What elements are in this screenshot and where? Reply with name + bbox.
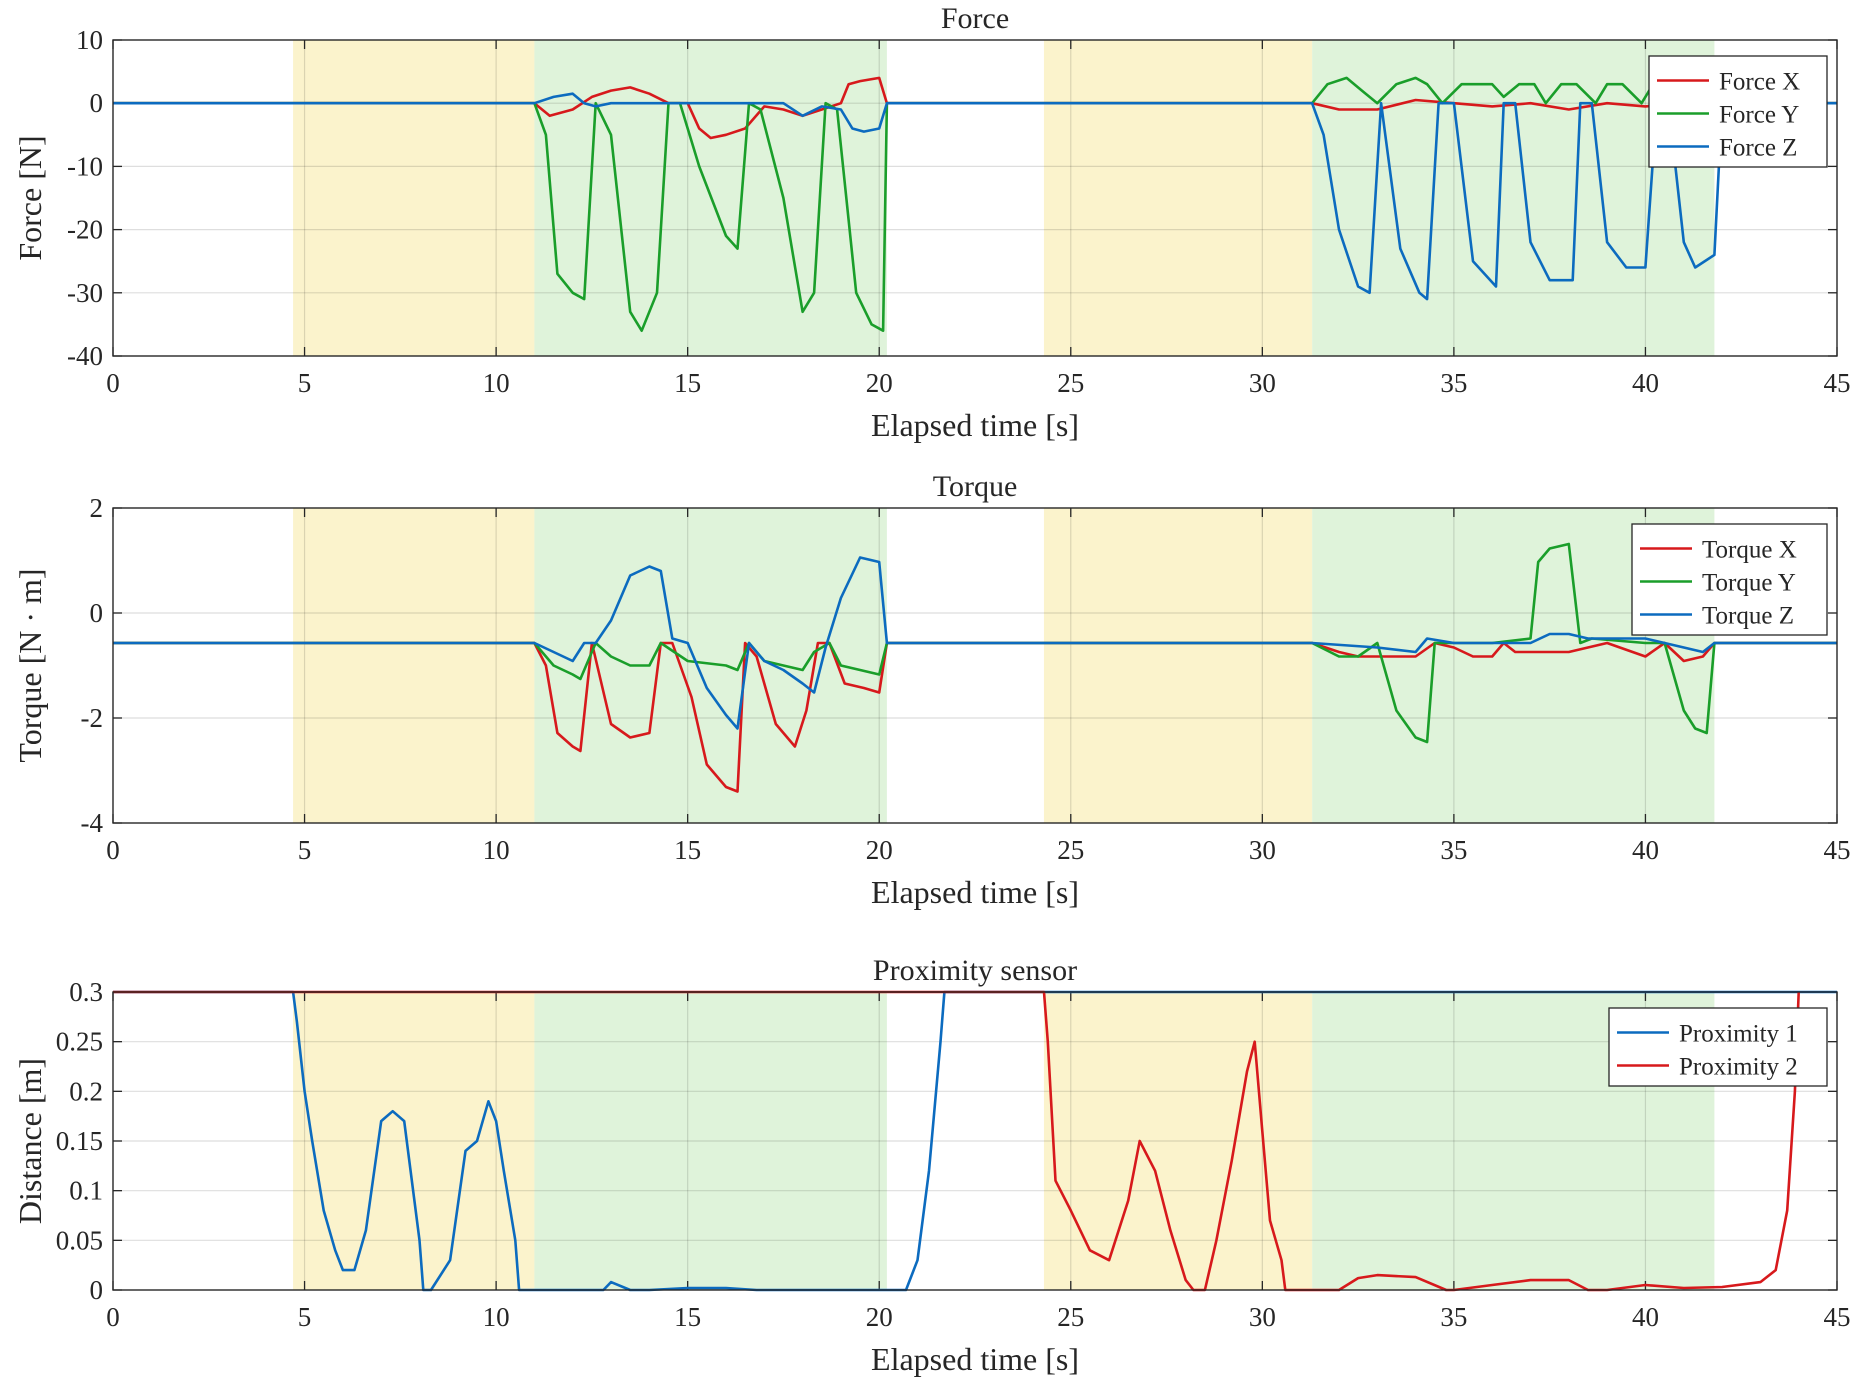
y-tick-label: -40	[67, 341, 103, 371]
legend-box	[1608, 1007, 1828, 1087]
x-tick-label: 10	[483, 368, 510, 398]
y-axis-label: Torque [N · m]	[12, 568, 48, 762]
x-tick-label: 20	[866, 1302, 893, 1332]
y-tick-label: 0.15	[56, 1126, 103, 1156]
y-tick-label: -10	[67, 151, 103, 181]
y-tick-label: -20	[67, 215, 103, 245]
legend-label: Force Y	[1719, 102, 1799, 129]
y-axis-label: Force [N]	[12, 135, 48, 260]
x-tick-label: 0	[106, 1302, 120, 1332]
legend-box	[1631, 523, 1828, 636]
x-tick-label: 20	[866, 835, 893, 865]
shaded-region-green	[534, 992, 887, 1290]
x-tick-label: 15	[674, 835, 701, 865]
chart-title: Proximity sensor	[873, 954, 1077, 987]
x-tick-label: 15	[674, 368, 701, 398]
x-tick-label: 45	[1824, 1302, 1851, 1332]
chart-panel-1: 0 5 10 15 20 25 30 35 40 45 10 0 -10 -20 -30 -40 Force El…	[12, 2, 1851, 443]
shaded-region-yellow	[293, 40, 535, 356]
legend-label: Torque Z	[1702, 603, 1794, 630]
x-tick-label: 0	[106, 835, 120, 865]
axes-frame	[112, 991, 1838, 1291]
y-tick-label: 0.1	[69, 1176, 103, 1206]
x-tick-label: 35	[1440, 368, 1467, 398]
x-tick-label: 0	[106, 368, 120, 398]
chart-panel-3: 0 5 10 15 20 25 30 35 40 45 0.3 0.25 0.2 0.15 0.1 0.05 0…	[12, 954, 1851, 1377]
y-tick-label: 10	[76, 25, 103, 55]
legend: Torque X Torque Y Torque Z	[1631, 523, 1828, 636]
series-line-proximity-2	[113, 990, 1800, 1292]
y-tick-label: -4	[81, 808, 104, 838]
shaded-region-yellow	[293, 508, 535, 823]
legend-label: Proximity 2	[1679, 1054, 1798, 1081]
legend-label: Force X	[1719, 69, 1800, 96]
y-tick-label: 0	[90, 88, 104, 118]
x-tick-label: 5	[298, 1302, 312, 1332]
y-tick-label: 0.25	[56, 1027, 103, 1057]
axes-frame	[112, 507, 1838, 824]
y-axis-label: Distance [m]	[12, 1058, 48, 1224]
x-tick-label: 5	[298, 368, 312, 398]
x-tick-label: 40	[1632, 1302, 1659, 1332]
x-tick-label: 5	[298, 835, 312, 865]
shaded-region-yellow	[1043, 992, 1313, 1290]
shaded-region-yellow	[1043, 508, 1313, 823]
legend: Proximity 1 Proximity 2	[1608, 1007, 1828, 1087]
legend-label: Torque X	[1702, 537, 1797, 564]
y-tick-label: 0.3	[69, 977, 103, 1007]
y-tick-label: -30	[67, 278, 103, 308]
x-tick-label: 30	[1249, 835, 1276, 865]
x-tick-label: 25	[1057, 1302, 1084, 1332]
legend-label: Torque Y	[1702, 570, 1796, 597]
y-tick-label: 0.05	[56, 1225, 103, 1255]
series-line-force-z	[113, 92, 1837, 301]
legend: Force X Force Y Force Z	[1648, 55, 1828, 168]
y-tick-label: 0	[90, 598, 104, 628]
x-tick-label: 30	[1249, 368, 1276, 398]
shaded-region-yellow	[1043, 40, 1313, 356]
x-tick-label: 10	[483, 1302, 510, 1332]
x-tick-label: 45	[1824, 835, 1851, 865]
series-line-torque-z	[113, 556, 1837, 730]
x-tick-label: 40	[1632, 835, 1659, 865]
x-tick-label: 25	[1057, 835, 1084, 865]
x-tick-label: 40	[1632, 368, 1659, 398]
x-tick-label: 15	[674, 1302, 701, 1332]
x-axis-label: Elapsed time [s]	[871, 874, 1079, 910]
x-axis-label: Elapsed time [s]	[871, 1341, 1079, 1377]
x-tick-label: 35	[1440, 835, 1467, 865]
x-tick-label: 10	[483, 835, 510, 865]
axes-frame	[112, 39, 1838, 357]
y-tick-label: -2	[81, 703, 104, 733]
x-tick-label: 30	[1249, 1302, 1276, 1332]
series-line-force-x	[113, 76, 1837, 140]
x-axis-label: Elapsed time [s]	[871, 407, 1079, 443]
x-tick-label: 45	[1824, 368, 1851, 398]
legend-box	[1648, 55, 1828, 168]
legend-label: Proximity 1	[1679, 1021, 1798, 1048]
x-tick-label: 20	[866, 368, 893, 398]
y-tick-label: 0.2	[69, 1076, 103, 1106]
x-tick-label: 35	[1440, 1302, 1467, 1332]
chart-title: Torque	[933, 470, 1018, 503]
chart-title: Force	[941, 2, 1009, 35]
y-tick-label: 0	[90, 1275, 104, 1305]
x-tick-label: 25	[1057, 368, 1084, 398]
legend-label: Force Z	[1719, 135, 1797, 162]
y-tick-label: 2	[90, 493, 104, 523]
series-line-torque-x	[113, 641, 1837, 793]
